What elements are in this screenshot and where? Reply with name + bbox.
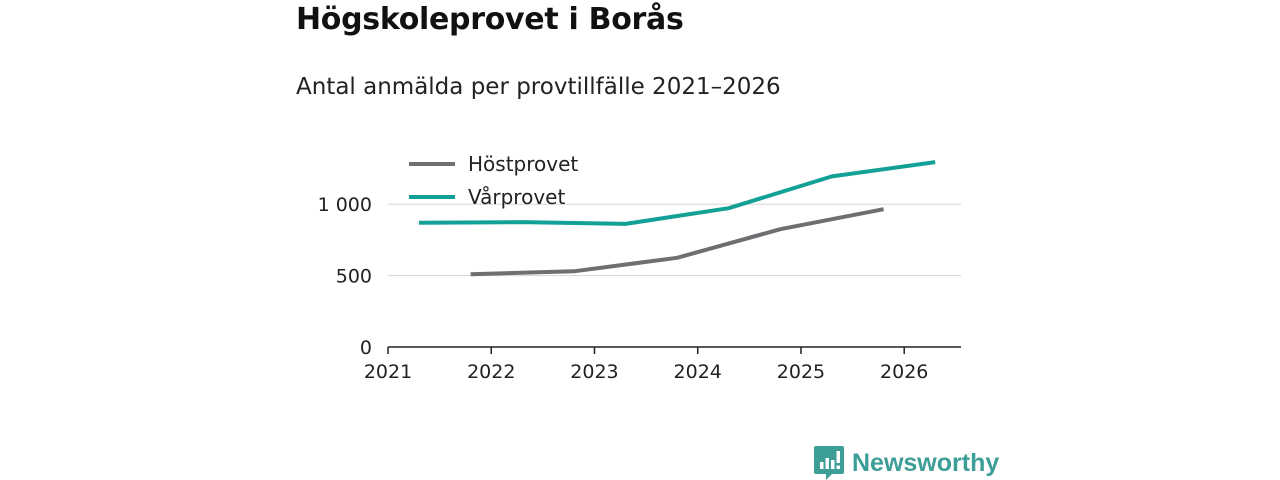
brand-name: Newsworthy [852, 448, 1000, 477]
y-tick-label: 1 000 [318, 194, 372, 216]
x-tick-label: 2022 [467, 361, 515, 383]
chart-title: Högskoleprovet i Borås [296, 2, 684, 37]
x-tick-label: 2023 [570, 361, 618, 383]
series-line-hostprovet [470, 207, 884, 277]
x-tick-label: 2026 [880, 361, 928, 383]
legend-label-varprovet: Vårprovet [468, 185, 565, 209]
chart-subtitle: Antal anmälda per provtillfälle 2021–202… [296, 74, 781, 100]
y-tick-label: 0 [360, 337, 372, 359]
x-tick-label: 2025 [777, 361, 825, 383]
axis-layer: 0 500 1 000 2021 2022 2023 2024 2025 2026 [318, 194, 961, 383]
x-tick-label: 2021 [364, 361, 412, 383]
legend-label-hostprovet: Höstprovet [468, 152, 578, 176]
series-layer [418, 160, 936, 277]
bar-chart-badge-icon [814, 446, 844, 480]
legend: Höstprovet Vårprovet [409, 152, 578, 209]
x-tick-label: 2024 [674, 361, 722, 383]
brand-logo: Newsworthy [814, 446, 999, 480]
series-line-varprovet [418, 160, 936, 226]
y-tick-label: 500 [336, 266, 372, 288]
